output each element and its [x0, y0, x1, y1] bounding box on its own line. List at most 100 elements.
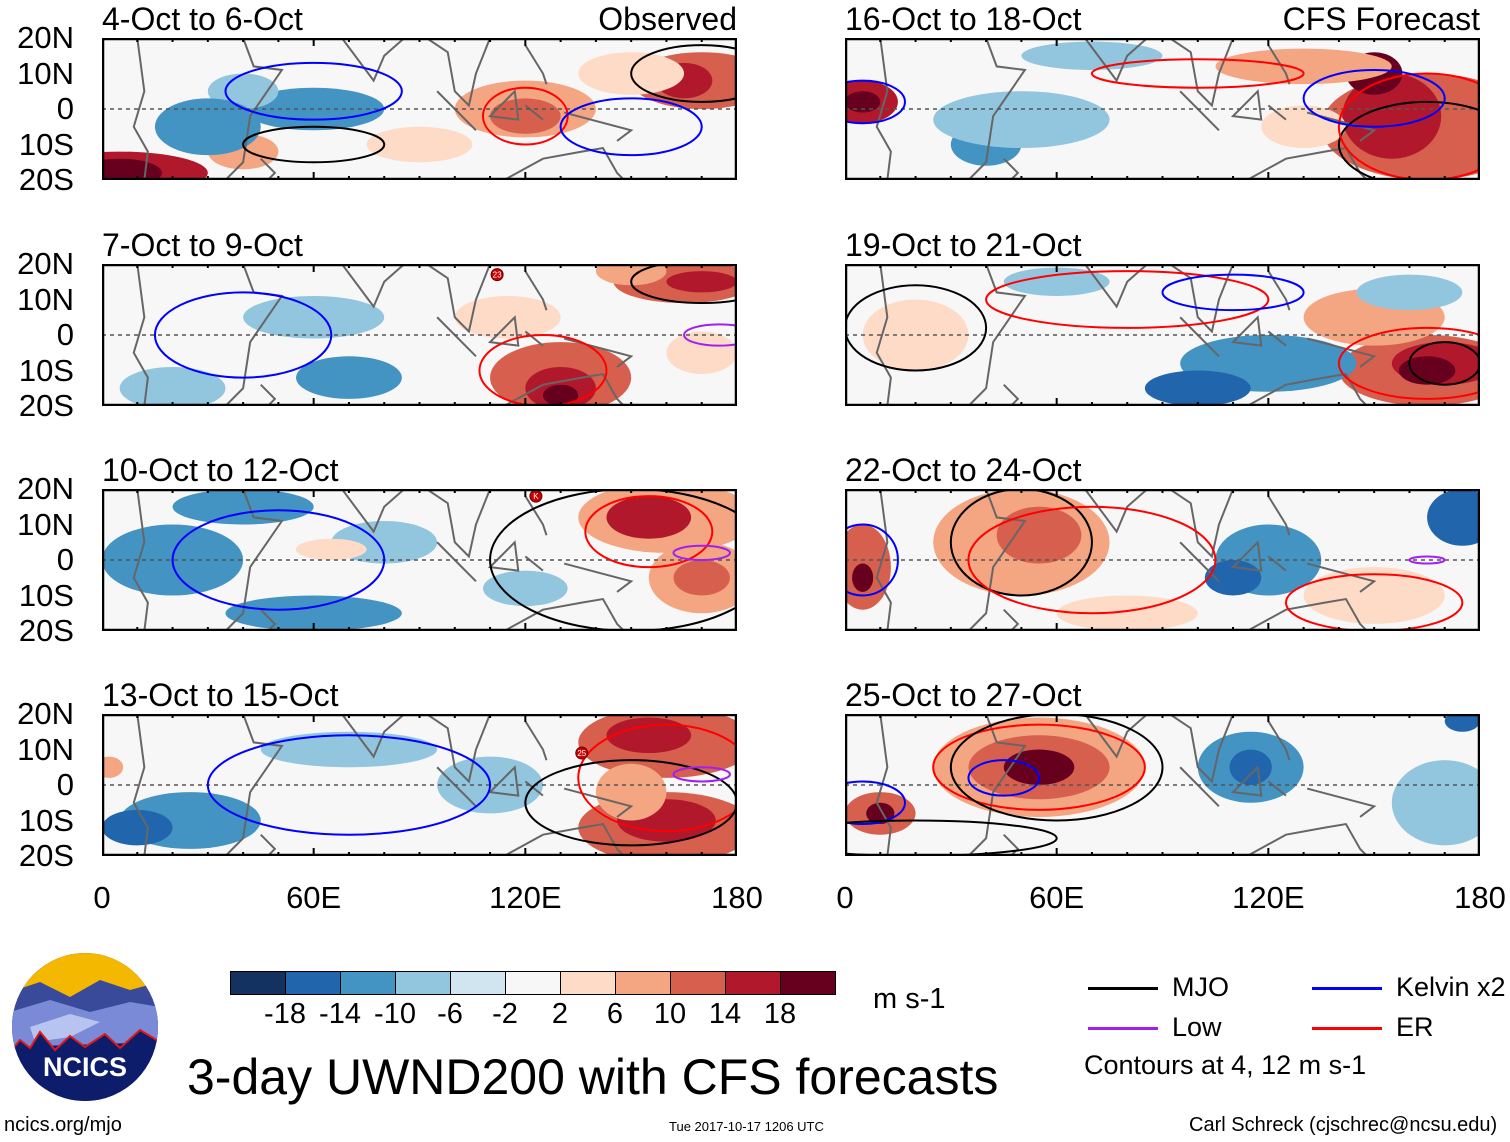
panel-title: 22-Oct to 24-Oct [845, 452, 1082, 488]
colorbar-swatch [285, 971, 341, 995]
wind-anomaly-shading [1342, 73, 1442, 159]
panel-type-label: Observed [598, 1, 737, 37]
coastlines [132, 714, 634, 856]
x-tick-label: 120E [489, 880, 562, 915]
wave-contour [672, 544, 731, 562]
colorbar-label: -10 [374, 998, 416, 1030]
y-tick-label: 20S [18, 838, 74, 873]
storm-marker-label: K [533, 492, 539, 501]
y-tick-label: 0 [56, 542, 74, 577]
storm-marker-icon [490, 268, 504, 282]
colorbar-swatch [780, 971, 836, 995]
coastlines [132, 38, 634, 180]
wave-contour [1408, 341, 1480, 386]
wave-contour [584, 495, 714, 569]
y-tick-label: 0 [56, 767, 74, 802]
map-panel: 25 [102, 714, 737, 856]
wind-anomaly-shading [1229, 749, 1272, 785]
colorbar-label: -2 [492, 998, 518, 1030]
panel-type-label: CFS Forecast [1282, 1, 1480, 37]
colorbar-label: 6 [606, 998, 624, 1030]
wind-anomaly-shading [366, 126, 473, 163]
colorbar-label: 14 [708, 998, 742, 1030]
colorbar-swatch [725, 971, 781, 995]
wave-contour [1408, 555, 1446, 565]
colorbar-label: -6 [437, 998, 463, 1030]
wave-contour [845, 284, 988, 372]
panel-title: 25-Oct to 27-Oct [845, 677, 1082, 713]
storm-marker-icon [575, 746, 589, 760]
wave-contour [482, 86, 569, 146]
logo-text: NCICS [43, 1052, 127, 1082]
colorbar-swatch [450, 971, 506, 995]
wind-anomaly-shading [1144, 370, 1251, 406]
footer-url[interactable]: ncics.org/mjo [4, 1114, 122, 1136]
wave-contour [630, 264, 737, 305]
x-tick-label: 0 [93, 880, 111, 915]
y-tick-label: 10S [18, 577, 74, 613]
footer-timestamp: Tue 2017-10-17 1206 UTC [669, 1119, 824, 1134]
legend-line-swatch [1088, 1027, 1158, 1030]
wave-contour [967, 505, 1217, 615]
wind-anomaly-shading [1003, 749, 1075, 785]
map-panel: 23 [102, 264, 737, 406]
wind-anomaly-shading [483, 570, 568, 607]
colorbar-label: 18 [763, 998, 797, 1030]
panel-title: 13-Oct to 15-Oct [102, 677, 339, 713]
y-tick-label: 20S [18, 388, 74, 423]
colorbar-swatch [340, 971, 396, 995]
wind-anomaly-shading [666, 331, 737, 375]
colorbar-label: 2 [551, 998, 569, 1030]
wind-anomaly-shading [933, 91, 1110, 149]
colorbar-swatch [615, 971, 671, 995]
map-panel [845, 38, 1480, 180]
y-tick-label: 20S [18, 613, 74, 648]
wind-anomaly-shading [490, 98, 561, 134]
map-panel [102, 38, 737, 180]
wave-contour [1337, 326, 1480, 400]
wind-anomaly-shading [172, 489, 314, 525]
wind-anomaly-shading [852, 563, 874, 592]
contour-note: Contours at 4, 12 m s-1 [1084, 1050, 1367, 1080]
wave-contour [932, 723, 1146, 811]
wave-contour [1302, 68, 1446, 128]
y-tick-label: 10N [17, 55, 74, 91]
wind-anomaly-shading [996, 506, 1082, 564]
wave-contour [1090, 58, 1305, 89]
wave-contour [630, 44, 737, 103]
wind-anomaly-shading [1215, 48, 1392, 85]
wave-contour [489, 489, 737, 631]
coastlines [875, 714, 1377, 856]
colorbar-swatch [670, 971, 726, 995]
wind-anomaly-shading [1261, 105, 1346, 149]
colorbar-swatch [560, 971, 616, 995]
legend-line-swatch [1312, 1027, 1382, 1030]
wind-anomaly-shading [454, 295, 561, 339]
x-tick-label: 120E [1232, 880, 1305, 915]
wind-anomaly-shading [542, 384, 579, 406]
wind-anomaly-shading [1003, 267, 1110, 296]
wind-anomaly-shading [1398, 356, 1456, 385]
colorbar-swatch [395, 971, 451, 995]
wave-contour [845, 523, 899, 597]
wind-anomaly-shading [296, 538, 367, 560]
y-tick-label: 20N [17, 246, 74, 281]
map-panel [845, 264, 1480, 406]
y-tick-label: 10S [18, 802, 74, 838]
wind-anomaly-shading [102, 756, 124, 778]
y-tick-label: 20N [17, 20, 74, 55]
wind-anomaly-shading [595, 264, 667, 286]
panel-title: 16-Oct to 18-Oct [845, 1, 1082, 37]
legend-label: Kelvin x2 [1396, 972, 1506, 1002]
wind-anomaly-shading [154, 98, 261, 156]
coastlines [875, 264, 1377, 406]
map-panel [845, 489, 1480, 631]
wind-anomaly-shading [862, 299, 969, 371]
wave-contour [949, 489, 1093, 597]
wind-anomaly-shading [866, 802, 895, 825]
wind-anomaly-shading [606, 717, 692, 754]
storm-marker-label: 25 [577, 749, 586, 758]
y-tick-label: 20S [18, 162, 74, 197]
wave-contour [206, 734, 492, 836]
